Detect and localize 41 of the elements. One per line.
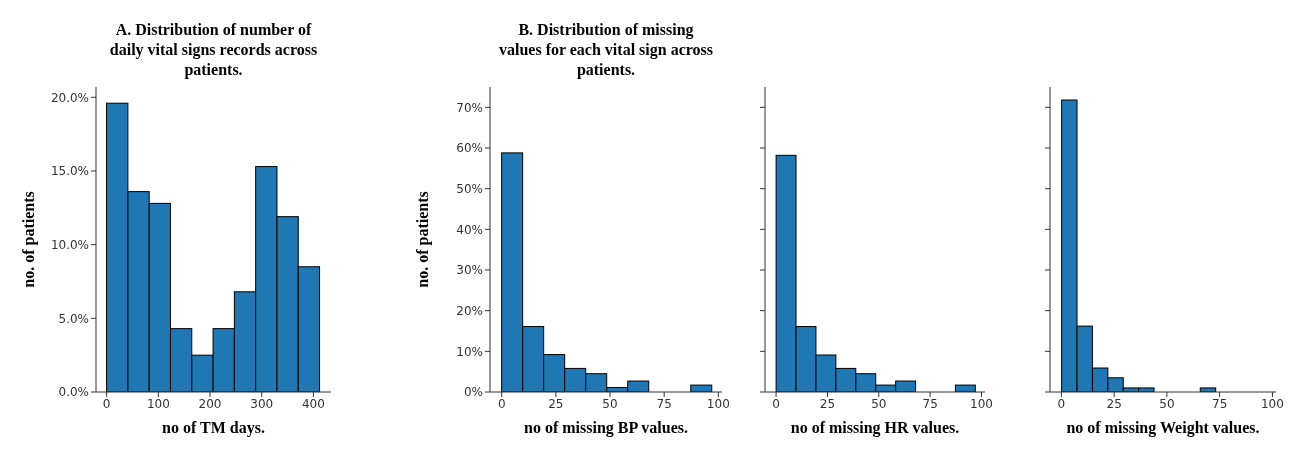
y-tick-label: 20% bbox=[456, 303, 483, 318]
x-tick-label: 25 bbox=[819, 396, 836, 411]
y-axis-title: no. of patients bbox=[19, 191, 38, 288]
x-tick-label: 400 bbox=[301, 396, 325, 411]
y-tick-label: 40% bbox=[456, 222, 483, 237]
x-tick-label: 50 bbox=[871, 396, 887, 411]
x-tick-label: 200 bbox=[198, 396, 222, 411]
x-tick-label: 0 bbox=[1057, 396, 1066, 411]
y-tick-label: 20.0% bbox=[50, 90, 89, 105]
y-tick-label: 10.0% bbox=[50, 237, 89, 252]
x-tick-label: 100 bbox=[970, 396, 993, 411]
y-tick-label: 60% bbox=[456, 141, 483, 156]
y-tick-label: 15.0% bbox=[50, 164, 89, 179]
chart-title: B. Distribution of missing values for each vital sign across patients. bbox=[497, 20, 715, 80]
y-tick-label: 5.0% bbox=[58, 311, 89, 326]
x-tick-label: 50 bbox=[1159, 396, 1175, 411]
x-tick-label: 25 bbox=[548, 396, 564, 411]
x-tick-label: 100 bbox=[706, 396, 730, 411]
y-tick-label: 30% bbox=[456, 263, 483, 278]
x-tick-label: 0 bbox=[772, 396, 780, 411]
x-tick-label: 0 bbox=[102, 396, 111, 411]
x-tick-label: 300 bbox=[250, 396, 274, 411]
x-tick-label: 25 bbox=[1106, 396, 1122, 411]
x-tick-label: 0 bbox=[497, 396, 506, 411]
y-tick-label: 0.0% bbox=[58, 385, 89, 400]
y-tick-label: 50% bbox=[456, 181, 483, 196]
x-tick-label: 100 bbox=[1260, 396, 1284, 411]
x-tick-label: 50 bbox=[602, 396, 618, 411]
x-tick-label: 75 bbox=[1212, 396, 1228, 411]
y-axis-title: no. of patients bbox=[413, 191, 432, 288]
y-tick-label: 70% bbox=[456, 100, 483, 115]
x-axis-title: no of missing BP values. bbox=[523, 419, 689, 437]
x-axis-title: no of missing Weight values. bbox=[1066, 419, 1260, 437]
y-tick-label: 10% bbox=[456, 344, 483, 359]
x-axis-title: no of TM days. bbox=[162, 419, 265, 437]
x-tick-label: 75 bbox=[656, 396, 672, 411]
x-tick-label: 75 bbox=[922, 396, 938, 411]
x-axis-title: no of missing HR values. bbox=[790, 419, 960, 437]
y-tick-label: 0% bbox=[463, 385, 483, 400]
x-tick-label: 100 bbox=[146, 396, 170, 411]
chart-title: A. Distribution of number of daily vital signs records across patients. bbox=[108, 20, 319, 80]
